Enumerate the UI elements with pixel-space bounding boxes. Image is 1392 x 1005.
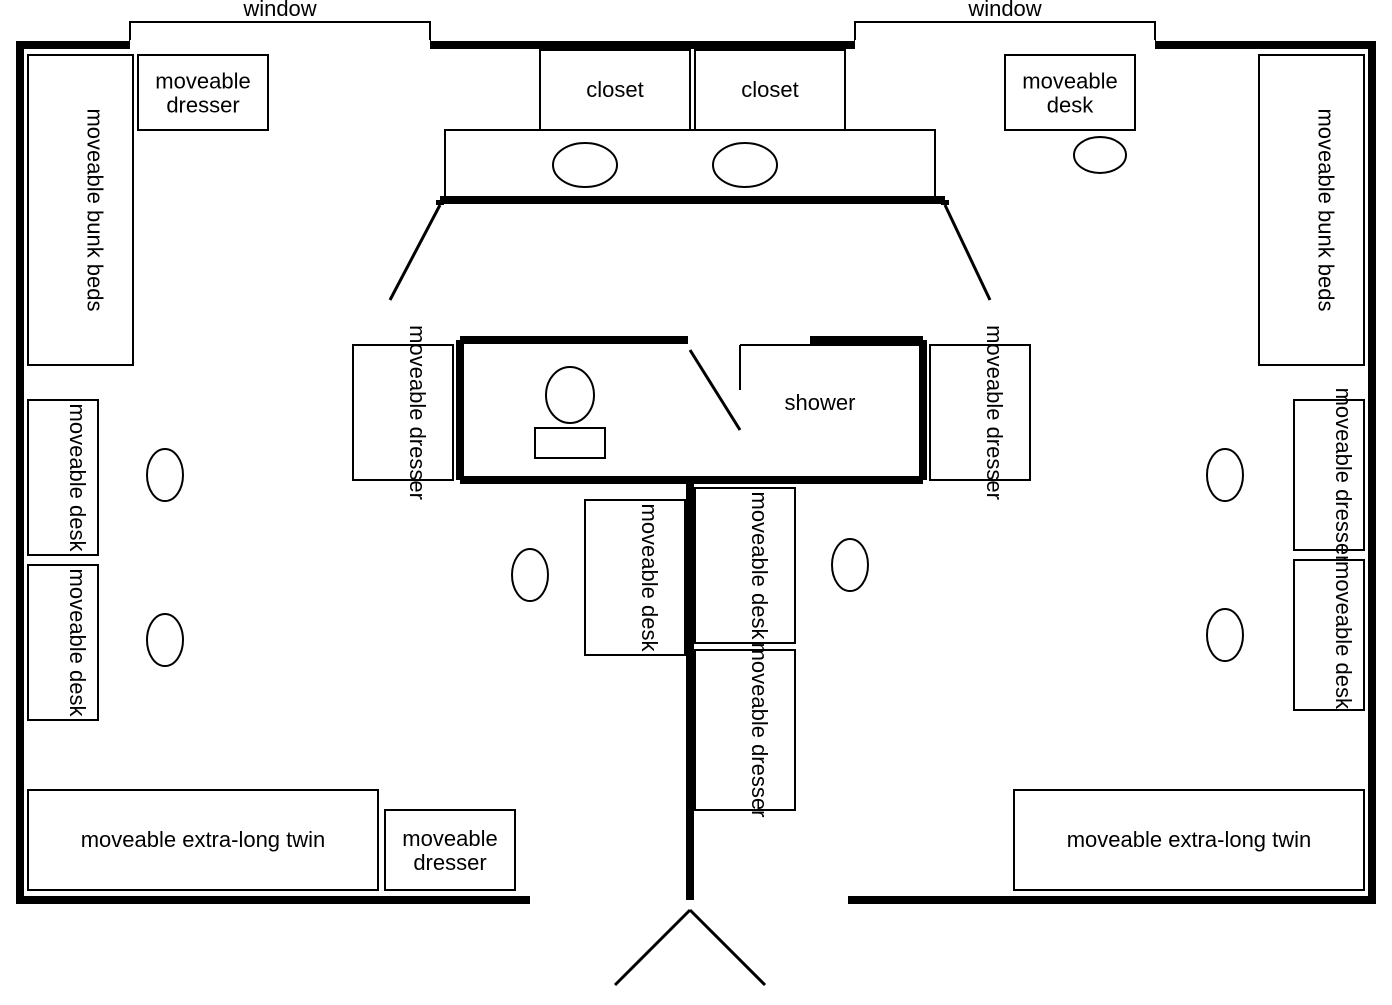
door-swing	[945, 205, 990, 300]
desk-center-left-label: moveable desk	[637, 504, 662, 653]
vanity-counter	[445, 130, 935, 200]
bunk-beds-left	[28, 55, 133, 365]
dresser-center-right	[930, 345, 1030, 480]
desk-right-2-label: moveable desk	[1331, 561, 1356, 710]
dresser-bottom-left-label: moveable	[402, 826, 497, 851]
dresser-bottom-left-label: dresser	[413, 850, 486, 875]
chair-icon	[1074, 137, 1126, 173]
chair-icon	[1207, 449, 1243, 501]
dresser-top-left-label: dresser	[166, 93, 239, 118]
chair-icon	[832, 539, 868, 591]
chair-icon	[147, 449, 183, 501]
chair-icon	[512, 549, 548, 601]
desk-center-left	[585, 500, 685, 655]
bunk-beds-left-label: moveable bunk beds	[83, 108, 108, 311]
desk-top-right-label: desk	[1047, 93, 1094, 118]
chair-icon	[147, 614, 183, 666]
desk-center-right-label: moveable desk	[747, 492, 772, 641]
shower-label: shower	[785, 390, 856, 415]
desk-left-2-label: moveable desk	[65, 569, 90, 718]
dresser-center-left-label: moveable dresser	[405, 325, 430, 500]
dresser-center-bottom-label: moveable dresser	[747, 643, 772, 818]
twin-right-label: moveable extra-long twin	[1067, 827, 1312, 852]
closet-label: closet	[586, 77, 643, 102]
desk-top-right-label: moveable	[1022, 69, 1117, 94]
bunk-beds-right	[1259, 55, 1364, 365]
dresser-right-1-label: moveable dresser	[1331, 388, 1356, 563]
door-swing	[690, 350, 740, 430]
toilet-icon	[546, 367, 594, 423]
door-swing	[615, 910, 690, 985]
dresser-center-right-label: moveable dresser	[982, 325, 1007, 500]
dresser-center-bottom	[695, 650, 795, 810]
dresser-center-left	[353, 345, 453, 480]
desk-left-1-label: moveable desk	[65, 404, 90, 553]
bunk-beds-right-label: moveable bunk beds	[1314, 108, 1339, 311]
closet-label: closet	[741, 77, 798, 102]
window-label: window	[967, 0, 1041, 21]
floor-plan: window window closet closet shower moveable b…	[0, 0, 1392, 1005]
window-label: window	[242, 0, 316, 21]
chair-icon	[1207, 609, 1243, 661]
door-swing	[390, 205, 440, 300]
desk-center-right	[695, 488, 795, 643]
dresser-top-left-label: moveable	[155, 69, 250, 94]
twin-left-label: moveable extra-long twin	[81, 827, 326, 852]
door-swing	[690, 910, 765, 985]
toilet-tank	[535, 428, 605, 458]
